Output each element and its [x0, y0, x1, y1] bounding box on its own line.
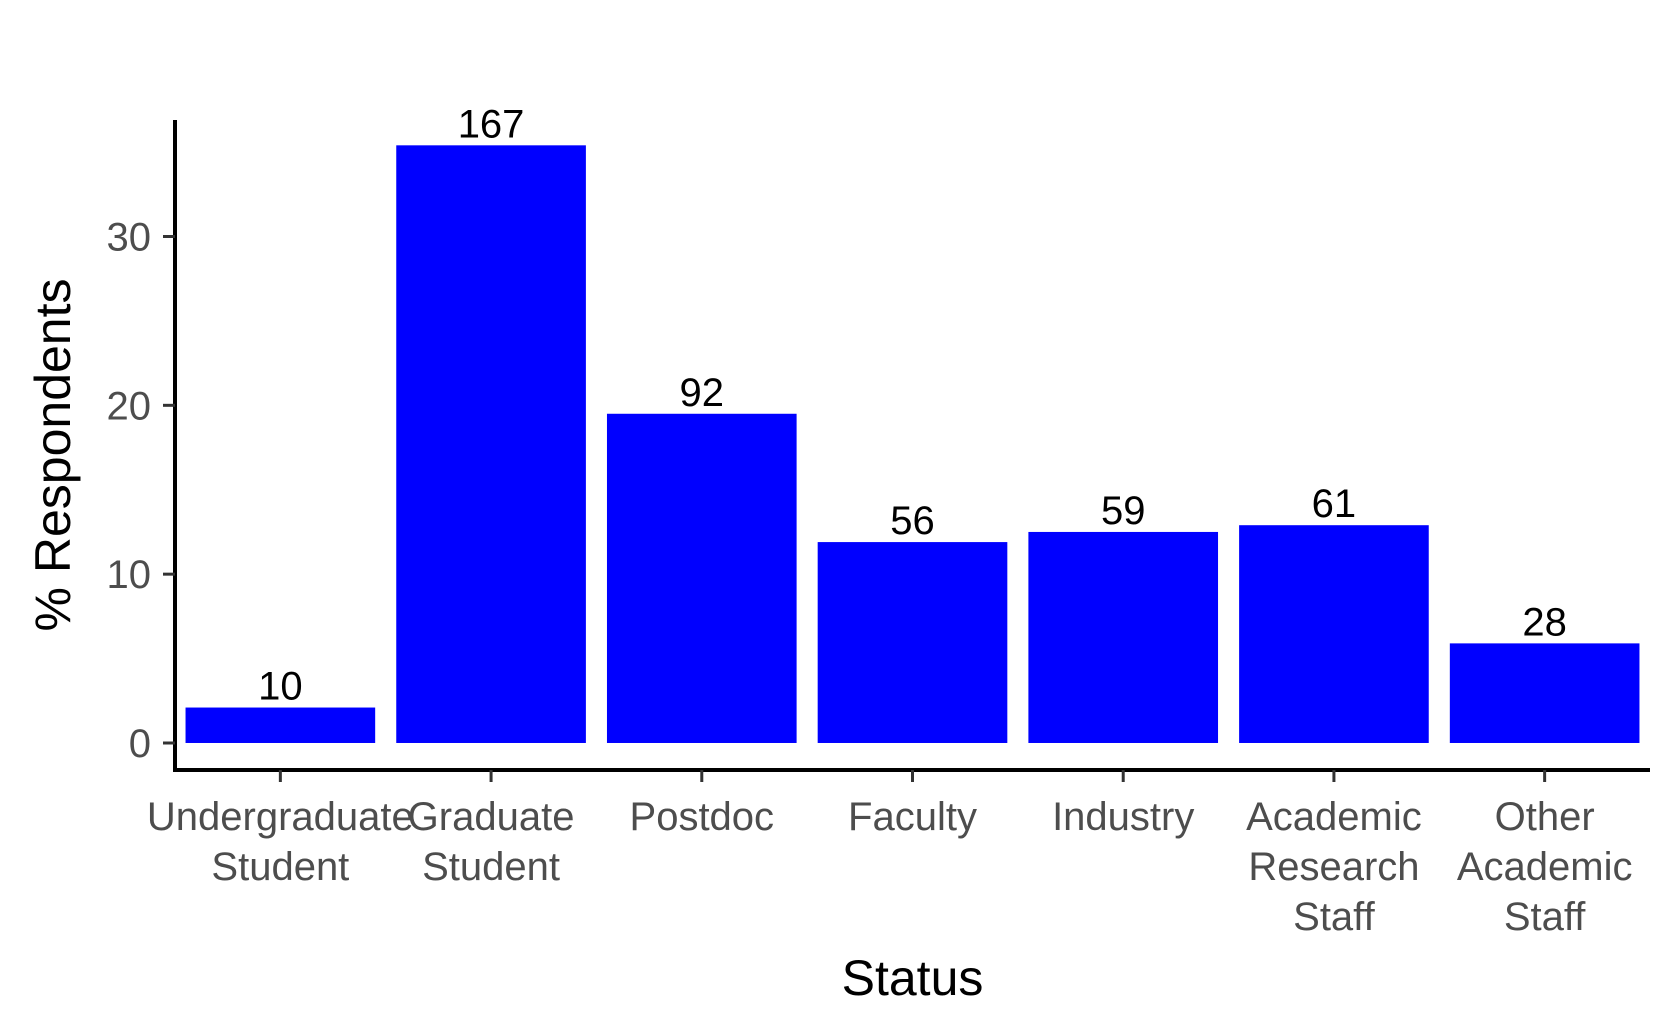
x-tick-label-line: Student [422, 845, 560, 889]
data-label: 10 [258, 665, 303, 709]
y-axis-title: % Respondents [25, 278, 81, 631]
bar [1028, 531, 1219, 743]
x-tick-label-line: Other [1495, 795, 1595, 839]
x-tick-label-line: Staff [1504, 895, 1586, 939]
x-axis-title: Status [842, 950, 984, 1006]
data-label: 56 [890, 499, 935, 543]
bar [817, 542, 1008, 743]
bar [185, 707, 376, 743]
x-tick-label: Academic Research Staff [1246, 795, 1422, 939]
bar [1449, 643, 1640, 743]
x-tick-label-line: Postdoc [630, 795, 775, 839]
data-label: 59 [1101, 489, 1146, 533]
x-tick-label: Postdoc [630, 795, 775, 839]
data-label: 28 [1522, 600, 1567, 644]
x-tick-label-line: Staff [1293, 895, 1375, 939]
data-label: 167 [458, 102, 525, 146]
x-tick-label: Graduate Student [408, 795, 575, 889]
bar [606, 413, 797, 743]
x-tick-label-line: Faculty [848, 795, 977, 839]
data-labels-layer: 10 167 92 56 59 61 28 [258, 102, 1567, 708]
y-tick-label: 10 [107, 553, 152, 597]
x-tick-label: Other Academic Staff [1457, 795, 1633, 939]
bars-layer [185, 145, 1640, 743]
y-tick-label: 0 [129, 722, 151, 766]
bar [396, 145, 586, 743]
x-tick-label-line: Student [211, 845, 349, 889]
x-tick-label-line: Academic [1457, 845, 1633, 889]
bar [1239, 525, 1429, 743]
x-tick-label: Industry [1052, 795, 1194, 839]
y-tick-label: 20 [107, 384, 152, 428]
x-tick-label-line: Industry [1052, 795, 1194, 839]
data-label: 92 [680, 371, 725, 415]
data-label: 61 [1312, 482, 1357, 526]
x-tick-label-line: Undergraduate [147, 795, 414, 839]
y-ticks-layer: 0 10 20 30 [107, 215, 175, 766]
x-tick-label-line: Graduate [408, 795, 575, 839]
y-tick-label: 30 [107, 215, 152, 259]
x-tick-label-line: Research [1248, 845, 1419, 889]
x-tick-label-line: Academic [1246, 795, 1422, 839]
x-tick-label: Undergraduate Student [147, 795, 414, 889]
x-tick-label: Faculty [848, 795, 977, 839]
